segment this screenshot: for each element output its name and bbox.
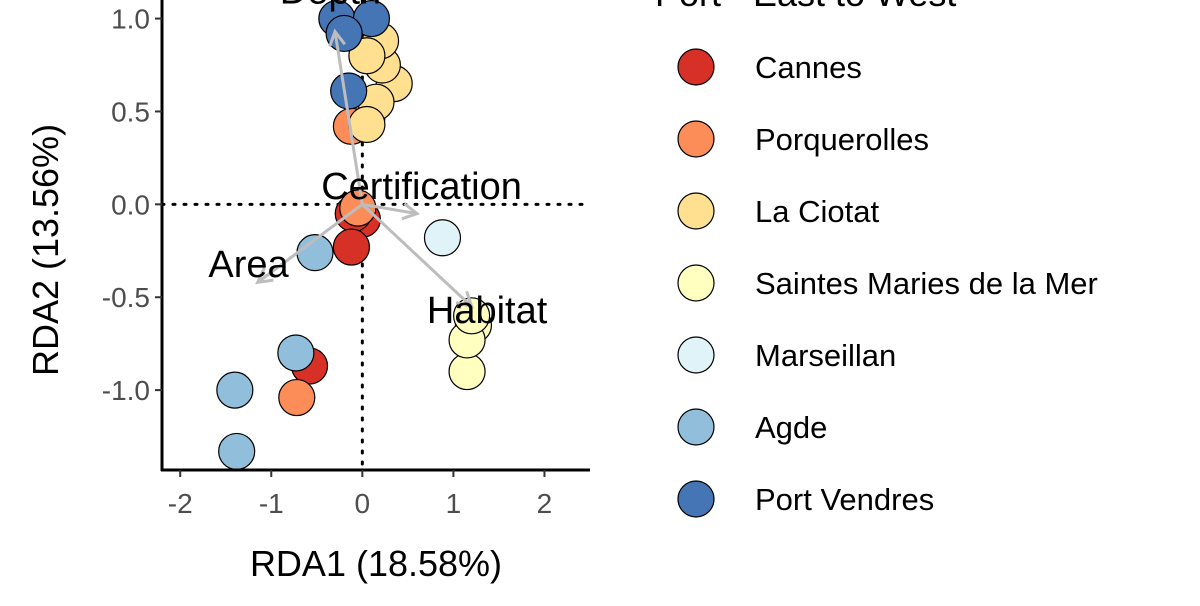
data-point <box>448 352 486 391</box>
biplot-label: Habitat <box>427 290 548 332</box>
legend-key <box>677 336 715 374</box>
legend-title: Port - East to West <box>655 0 956 14</box>
data-point <box>277 334 315 372</box>
y-tick-label: 1.0 <box>111 4 150 35</box>
data-point <box>423 219 462 257</box>
biplot-arrow <box>361 203 473 308</box>
legend-key <box>677 408 715 446</box>
y-tick-label: 0.5 <box>111 96 150 127</box>
legend-label: Marseillan <box>755 338 896 373</box>
scatter-points <box>216 0 493 471</box>
data-point <box>332 228 371 266</box>
biplot-label: Certification <box>321 166 522 208</box>
biplot-labels: Depth Certification Area Habitat <box>208 0 547 332</box>
tick-labels: -2 -1 0 1 2 1.0 0.5 0.0 -0.5 -1.0 <box>102 4 553 519</box>
reference-lines <box>160 0 592 472</box>
x-tick-label: 0 <box>355 488 371 519</box>
biplot-arrowhead <box>455 290 474 309</box>
biplot-arrow <box>256 203 364 284</box>
legend-key <box>677 120 715 158</box>
biplot-arrowhead <box>401 202 421 221</box>
y-tick-label: 0.0 <box>111 189 150 220</box>
legend-key <box>677 48 715 86</box>
x-tick-label: 1 <box>446 488 462 519</box>
biplot-arrows <box>255 28 474 309</box>
x-tick-label: -1 <box>259 488 284 519</box>
y-tick-label: -0.5 <box>102 282 150 313</box>
biplot-label: Depth <box>280 0 381 13</box>
data-point <box>325 14 363 53</box>
biplot-arrowhead <box>255 267 274 285</box>
data-point <box>348 37 386 75</box>
biplot-arrow <box>333 31 364 205</box>
data-point <box>218 432 256 471</box>
data-point <box>278 378 316 417</box>
data-point <box>453 297 491 335</box>
biplot-arrow <box>362 202 418 216</box>
legend-label: Port Vendres <box>755 482 934 517</box>
legend-items: Cannes Porquerolles La Ciotat Saintes Marie… <box>677 48 1098 518</box>
biplot-arrowhead <box>328 28 346 48</box>
biplot-label: Area <box>208 244 289 286</box>
x-tick-label: -2 <box>168 488 193 519</box>
legend: Port - East to West Cannes Porquerolles La… <box>655 0 1098 518</box>
x-axis-title: RDA1 (18.58%) <box>250 543 502 584</box>
legend-label: Cannes <box>755 50 862 85</box>
data-point <box>330 72 368 110</box>
legend-label: La Ciotat <box>755 194 879 229</box>
legend-key <box>677 264 715 302</box>
legend-key <box>677 480 715 518</box>
legend-label: Porquerolles <box>755 122 929 157</box>
data-point <box>216 371 254 409</box>
data-point <box>348 105 386 144</box>
legend-label: Agde <box>755 410 827 445</box>
legend-key <box>677 192 715 230</box>
y-tick-label: -1.0 <box>102 375 150 406</box>
legend-label: Saintes Maries de la Mer <box>755 266 1098 301</box>
axes <box>155 0 590 477</box>
x-tick-label: 2 <box>537 488 553 519</box>
y-axis-title: RDA2 (13.56%) <box>25 124 66 376</box>
